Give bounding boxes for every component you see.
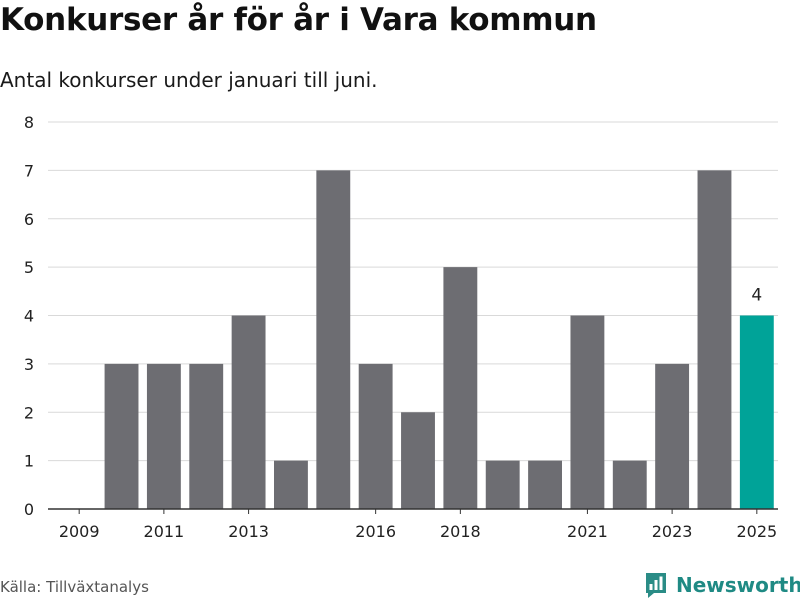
y-tick-label: 8 — [24, 113, 34, 132]
bar — [231, 315, 266, 509]
bar — [485, 460, 520, 509]
y-tick-label: 3 — [24, 355, 34, 374]
bar — [189, 363, 224, 509]
bar — [570, 315, 605, 509]
y-tick-label: 7 — [24, 161, 34, 180]
bar — [697, 170, 732, 509]
bar — [401, 412, 435, 509]
x-tick-label: 2009 — [59, 522, 100, 541]
bar — [443, 267, 478, 509]
bar — [612, 460, 647, 509]
x-tick-label: 2021 — [567, 522, 608, 541]
chart-title: Konkurser år för år i Vara kommun — [0, 2, 597, 38]
y-tick-label: 1 — [24, 452, 34, 471]
x-tick-label: 2025 — [736, 522, 777, 541]
x-tick-label: 2018 — [440, 522, 481, 541]
x-tick-label: 2023 — [652, 522, 693, 541]
y-tick-label: 0 — [24, 500, 34, 519]
bar — [655, 363, 690, 509]
bar — [358, 363, 393, 509]
chart-subtitle: Antal konkurser under januari till juni. — [0, 68, 378, 92]
y-tick-label: 2 — [24, 403, 34, 422]
x-tick-label: 2013 — [228, 522, 269, 541]
source-note: Källa: Tillväxtanalys — [0, 578, 149, 596]
bar — [739, 315, 774, 509]
x-tick-label: 2011 — [144, 522, 185, 541]
newsworthy-logo-icon — [646, 573, 666, 598]
brand-logo[interactable]: Newsworthy — [644, 570, 800, 600]
bar — [316, 170, 351, 509]
y-tick-label: 6 — [24, 210, 34, 229]
y-tick-label: 4 — [24, 307, 34, 326]
data-label: 4 — [751, 286, 762, 306]
bar — [146, 363, 181, 509]
bar — [104, 363, 139, 509]
brand-name: Newsworthy — [676, 573, 800, 597]
bar — [528, 460, 562, 509]
y-tick-label: 5 — [24, 258, 34, 277]
x-tick-label: 2016 — [355, 522, 396, 541]
bar — [274, 460, 308, 509]
